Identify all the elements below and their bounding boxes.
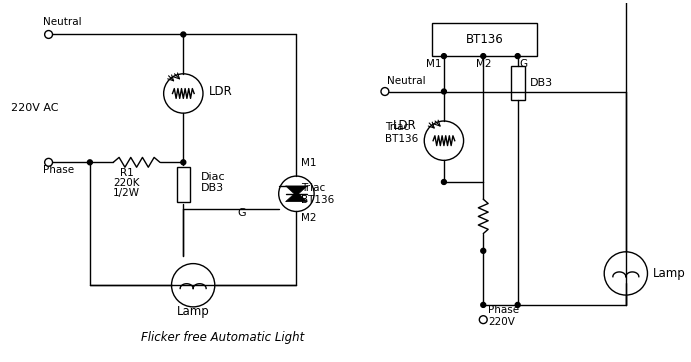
Circle shape bbox=[45, 159, 53, 166]
Text: Triac
BT136: Triac BT136 bbox=[385, 122, 418, 144]
Text: Phase: Phase bbox=[43, 165, 74, 175]
Text: 220V: 220V bbox=[488, 317, 515, 327]
Circle shape bbox=[481, 302, 486, 307]
Text: DB3: DB3 bbox=[201, 183, 224, 193]
Text: Lamp: Lamp bbox=[177, 305, 209, 318]
Text: Triac
BT136: Triac BT136 bbox=[301, 183, 334, 205]
Bar bbox=[177, 167, 190, 202]
Text: Neutral: Neutral bbox=[43, 17, 82, 26]
Circle shape bbox=[181, 160, 186, 165]
Text: Diac: Diac bbox=[201, 172, 226, 181]
Text: Flicker free Automatic Light: Flicker free Automatic Light bbox=[141, 331, 304, 344]
Circle shape bbox=[442, 54, 446, 59]
Text: Lamp: Lamp bbox=[652, 267, 685, 280]
Circle shape bbox=[442, 180, 446, 185]
Text: 1/2W: 1/2W bbox=[113, 188, 140, 198]
Text: M1: M1 bbox=[426, 59, 442, 69]
Circle shape bbox=[515, 302, 520, 307]
Circle shape bbox=[481, 54, 486, 59]
Text: M1: M1 bbox=[301, 158, 317, 168]
Text: G: G bbox=[238, 209, 246, 218]
Text: Phase: Phase bbox=[488, 305, 520, 315]
Text: LDR: LDR bbox=[209, 85, 233, 98]
Circle shape bbox=[480, 316, 487, 324]
Text: R1: R1 bbox=[120, 168, 133, 178]
Text: DB3: DB3 bbox=[529, 78, 553, 88]
Text: M2: M2 bbox=[301, 213, 317, 223]
Circle shape bbox=[45, 30, 53, 38]
Circle shape bbox=[442, 89, 446, 94]
Text: G: G bbox=[520, 59, 528, 69]
Text: Neutral: Neutral bbox=[387, 76, 426, 85]
Polygon shape bbox=[285, 186, 307, 196]
Circle shape bbox=[88, 160, 93, 165]
Text: BT136: BT136 bbox=[466, 33, 504, 46]
Circle shape bbox=[515, 54, 520, 59]
Circle shape bbox=[181, 32, 186, 37]
Circle shape bbox=[481, 248, 486, 253]
Polygon shape bbox=[285, 192, 307, 202]
Bar bbox=[432, 23, 538, 56]
Bar bbox=[511, 67, 524, 100]
Circle shape bbox=[381, 88, 389, 96]
Text: 220V AC: 220V AC bbox=[11, 103, 59, 113]
Text: LDR: LDR bbox=[392, 119, 417, 132]
Text: M2: M2 bbox=[475, 59, 491, 69]
Text: 220K: 220K bbox=[113, 178, 140, 188]
